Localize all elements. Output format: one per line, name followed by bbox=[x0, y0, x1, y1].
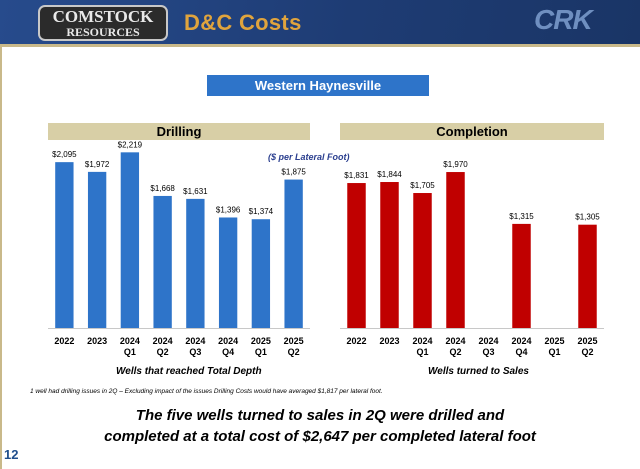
completion-bar bbox=[413, 193, 432, 328]
completion-tick-label: 2024 bbox=[412, 336, 432, 346]
drilling-data-label: $1,396 bbox=[216, 205, 241, 214]
completion-data-label: $1,315 bbox=[509, 212, 534, 221]
completion-tick-label: 2022 bbox=[346, 336, 366, 346]
drilling-bar bbox=[55, 162, 74, 328]
logo-text-top: COMSTOCK bbox=[53, 7, 155, 26]
completion-tick-label: 2025 bbox=[577, 336, 597, 346]
drilling-tick-label: Q2 bbox=[288, 347, 300, 357]
completion-tick-label: 2024 bbox=[445, 336, 465, 346]
drilling-tick-label: Q2 bbox=[157, 347, 169, 357]
drilling-tick-label: 2023 bbox=[87, 336, 107, 346]
completion-data-label: $1,844 bbox=[377, 170, 402, 179]
drilling-tick-label: 2024 bbox=[120, 336, 140, 346]
completion-bar bbox=[578, 224, 597, 328]
drilling-tick-label: 2025 bbox=[251, 336, 271, 346]
completion-band bbox=[340, 123, 604, 140]
drilling-data-label: $2,095 bbox=[52, 150, 77, 159]
drilling-data-label: $1,875 bbox=[281, 168, 306, 177]
drilling-tick-label: Q1 bbox=[124, 347, 136, 357]
completion-tick-label: Q1 bbox=[548, 347, 560, 357]
completion-tick-label: Q1 bbox=[416, 347, 428, 357]
left-edge-line bbox=[0, 47, 2, 469]
drilling-data-label: $1,631 bbox=[183, 187, 208, 196]
completion-bar bbox=[380, 182, 399, 328]
drilling-bar bbox=[87, 171, 107, 328]
drilling-bar bbox=[186, 198, 205, 328]
drilling-title: Drilling bbox=[156, 124, 202, 139]
comstock-logo: COMSTOCK RESOURCES bbox=[38, 5, 168, 41]
completion-tick-label: Q2 bbox=[581, 347, 593, 357]
drilling-tick-label: 2024 bbox=[153, 336, 173, 346]
drilling-bar bbox=[120, 152, 140, 328]
completion-data-label: $1,705 bbox=[410, 181, 435, 190]
region-label: Western Haynesville bbox=[207, 75, 429, 96]
drilling-axis-caption: Wells that reached Total Depth bbox=[116, 366, 262, 377]
completion-tick-label: 2023 bbox=[379, 336, 399, 346]
drilling-tick-label: 2025 bbox=[284, 336, 304, 346]
drilling-data-label: $1,668 bbox=[150, 184, 175, 193]
conclusion-line-1: The five wells turned to sales in 2Q wer… bbox=[135, 407, 505, 424]
completion-data-label: $1,831 bbox=[344, 171, 369, 180]
completion-bar bbox=[347, 183, 366, 328]
drilling-tick-label: Q4 bbox=[222, 347, 234, 357]
drilling-tick-label: 2024 bbox=[218, 336, 238, 346]
drilling-data-label: $1,972 bbox=[85, 160, 110, 169]
drilling-bar bbox=[284, 179, 303, 328]
completion-tick-label: 2025 bbox=[544, 336, 564, 346]
drilling-tick-label: Q3 bbox=[189, 347, 201, 357]
conclusion-text: The five wells turned to sales in 2Q wer… bbox=[0, 405, 640, 447]
completion-tick-label: Q2 bbox=[449, 347, 461, 357]
drilling-tick-label: Q1 bbox=[255, 347, 267, 357]
page-number: 12 bbox=[4, 447, 19, 462]
drilling-bar bbox=[218, 217, 238, 328]
drilling-data-label: $1,374 bbox=[249, 207, 274, 216]
completion-data-label: $1,970 bbox=[443, 160, 468, 169]
completion-tick-label: 2024 bbox=[478, 336, 498, 346]
drilling-data-label: $2,219 bbox=[118, 140, 143, 149]
drilling-bar bbox=[251, 219, 271, 328]
unit-note: ($ per Lateral Foot) bbox=[268, 152, 350, 162]
conclusion-line-2: completed at a total cost of $2,647 per … bbox=[104, 428, 536, 445]
header-divider bbox=[0, 44, 640, 47]
drilling-bar bbox=[153, 195, 172, 328]
crk-brand: CRK bbox=[534, 4, 593, 35]
completion-axis-caption: Wells turned to Sales bbox=[428, 366, 529, 377]
completion-bar bbox=[512, 223, 531, 328]
completion-title: Completion bbox=[436, 124, 508, 139]
drilling-tick-label: 2024 bbox=[185, 336, 205, 346]
completion-tick-label: Q4 bbox=[515, 347, 527, 357]
slide-title: D&C Costs bbox=[184, 10, 302, 35]
logo-text-bottom: RESOURCES bbox=[66, 25, 140, 39]
drilling-band bbox=[48, 123, 310, 140]
footnote: 1 well had drilling issues in 2Q – Exclu… bbox=[30, 388, 383, 395]
completion-bar bbox=[446, 172, 465, 328]
drilling-tick-label: 2022 bbox=[54, 336, 74, 346]
completion-data-label: $1,305 bbox=[575, 213, 600, 222]
completion-tick-label: Q3 bbox=[482, 347, 494, 357]
completion-tick-label: 2024 bbox=[511, 336, 531, 346]
